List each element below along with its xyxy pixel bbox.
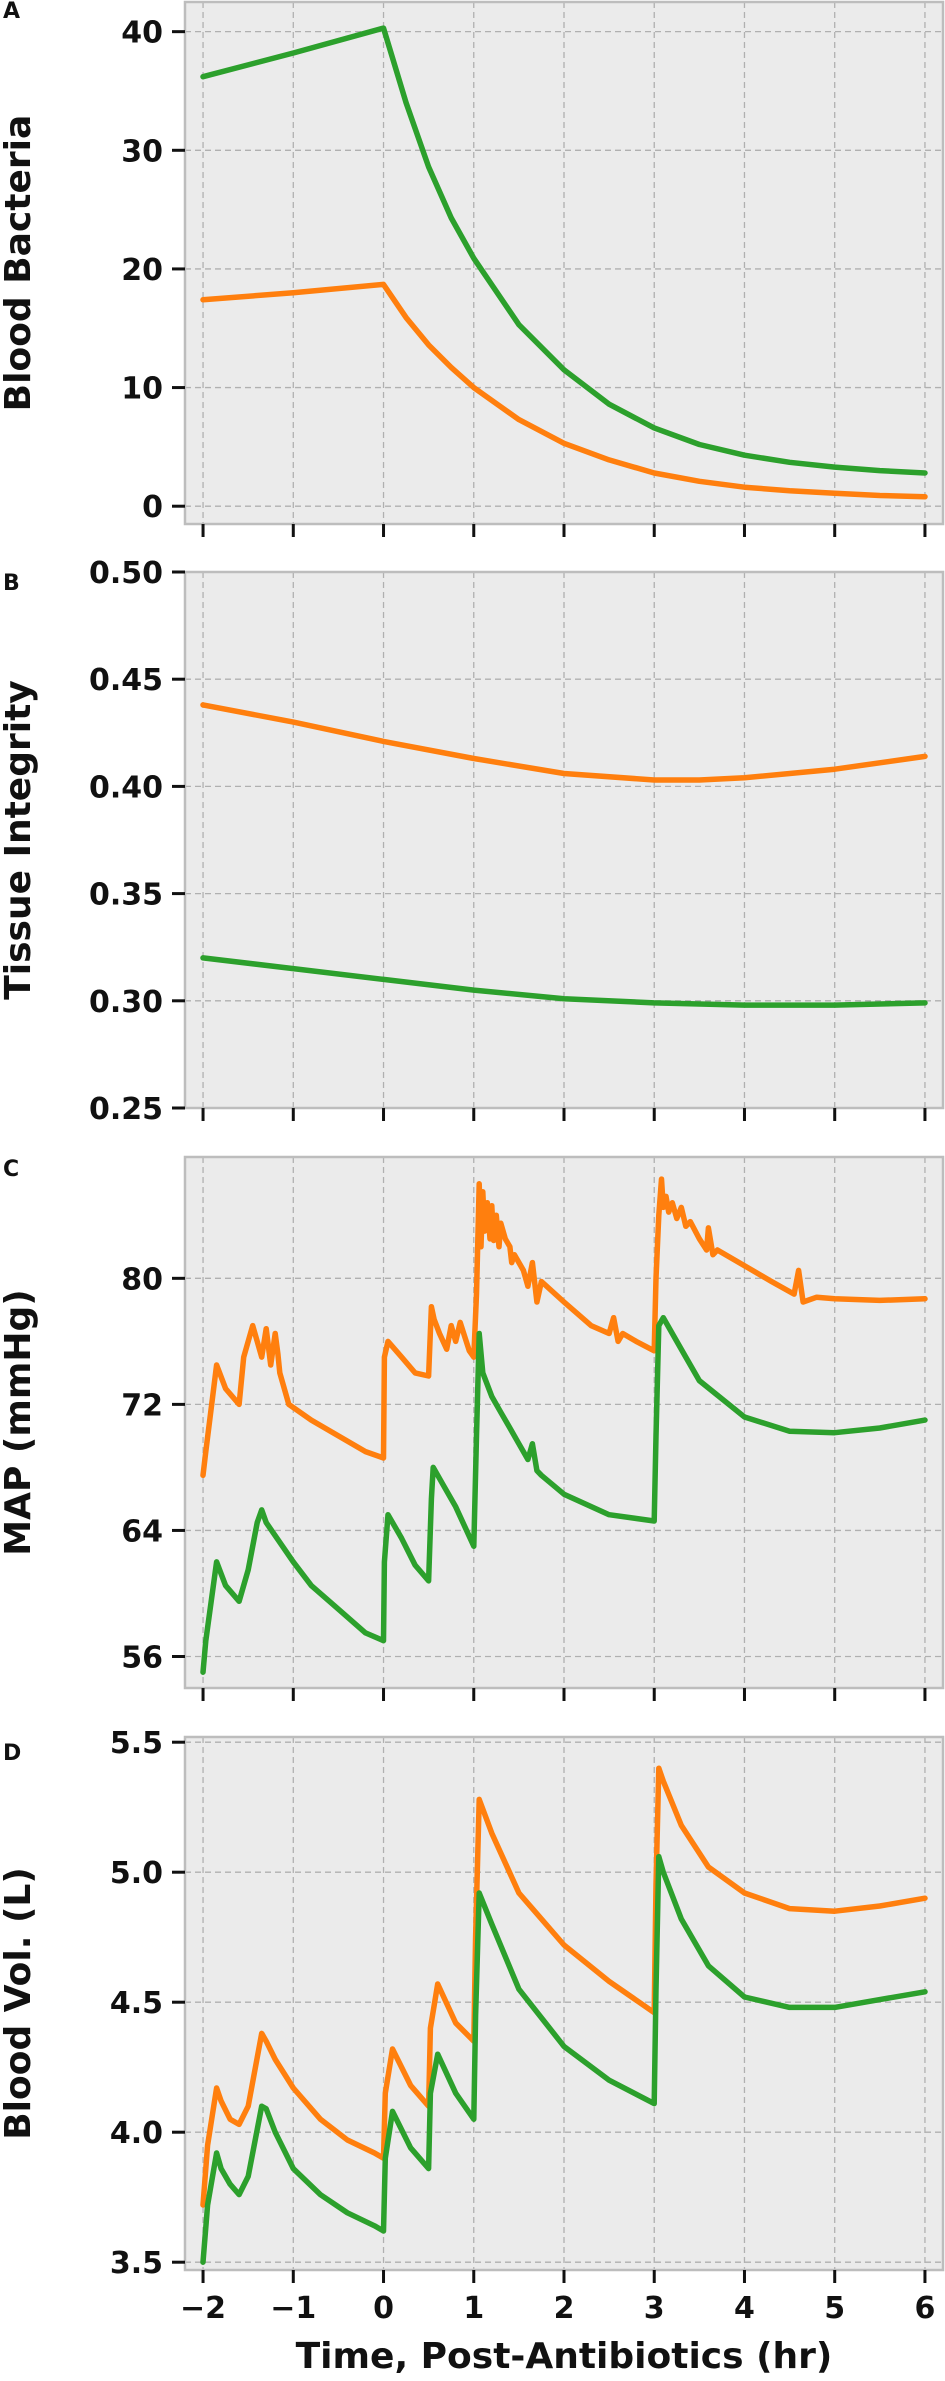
series-line-0 bbox=[200, 25, 928, 476]
y-tick-label: 4.0 bbox=[110, 2116, 163, 2151]
y-tick-label: 0.30 bbox=[89, 985, 163, 1020]
x-tick-label: 1 bbox=[463, 2291, 484, 2326]
x-tick-label: 2 bbox=[554, 2291, 575, 2326]
series-line-0 bbox=[200, 702, 928, 783]
series-line-0 bbox=[200, 1176, 928, 1479]
x-tick-label: 0 bbox=[373, 2291, 394, 2326]
y-tick-label: 4.5 bbox=[110, 1986, 163, 2021]
series-line-1 bbox=[200, 1853, 928, 2265]
y-tick-label: 30 bbox=[121, 134, 163, 169]
panel-letter: A bbox=[3, 0, 20, 24]
series-line-1 bbox=[200, 281, 928, 500]
x-tick-label: 6 bbox=[915, 2291, 936, 2326]
y-tick-label: 80 bbox=[121, 1262, 163, 1297]
series-line-1 bbox=[200, 1314, 928, 1675]
panel-c: 56 64 72 80 MAP (mmHg) C bbox=[0, 1155, 945, 1701]
y-tick-label: 56 bbox=[121, 1640, 163, 1675]
y-tick-label: 0.25 bbox=[89, 1092, 163, 1127]
y-axis-label: Blood Vol. (L) bbox=[0, 1867, 39, 2140]
x-tick-label: 3 bbox=[644, 2291, 665, 2326]
y-tick-label: 20 bbox=[121, 253, 163, 288]
y-tick-label: 72 bbox=[121, 1388, 163, 1423]
panel-a: 0 10 20 30 40 Blood Bacteria A bbox=[0, 0, 945, 537]
panel-letter: C bbox=[3, 1157, 19, 1182]
x-tick-label: −2 bbox=[180, 2291, 226, 2326]
x-tick-label: 5 bbox=[824, 2291, 845, 2326]
x-axis-label: Time, Post-Antibiotics (hr) bbox=[296, 2336, 833, 2377]
y-tick-label: 10 bbox=[121, 372, 163, 407]
y-tick-label: 0 bbox=[142, 490, 163, 525]
panel-b: 0.25 0.30 0.35 0.40 0.45 0.50 Tissue Integrity… bbox=[0, 556, 945, 1127]
x-tick-label: 4 bbox=[734, 2291, 755, 2326]
plot-area bbox=[185, 572, 943, 1108]
series-line-0 bbox=[200, 1765, 928, 2208]
y-tick-label: 64 bbox=[121, 1514, 163, 1549]
panel-letter: D bbox=[3, 1741, 21, 1766]
y-tick-label: 5.5 bbox=[110, 1726, 163, 1761]
y-axis-label: Blood Bacteria bbox=[0, 115, 39, 412]
y-axis-label: MAP (mmHg) bbox=[0, 1289, 39, 1555]
y-tick-label: 0.50 bbox=[89, 556, 163, 591]
series-line-1 bbox=[200, 955, 928, 1008]
y-axis-label: Tissue Integrity bbox=[0, 680, 39, 1000]
y-tick-label: 0.35 bbox=[89, 878, 163, 913]
y-tick-label: 3.5 bbox=[110, 2246, 163, 2281]
panel-d: 3.5 4.0 4.5 5.0 5.5 Blood Vol. (L) D bbox=[0, 1726, 945, 2283]
y-tick-label: 40 bbox=[121, 16, 163, 51]
panel-letter: B bbox=[3, 571, 20, 596]
y-tick-label: 0.40 bbox=[89, 770, 163, 805]
x-tick-label: −1 bbox=[270, 2291, 316, 2326]
y-tick-label: 5.0 bbox=[110, 1856, 163, 1891]
y-tick-label: 0.45 bbox=[89, 663, 163, 698]
